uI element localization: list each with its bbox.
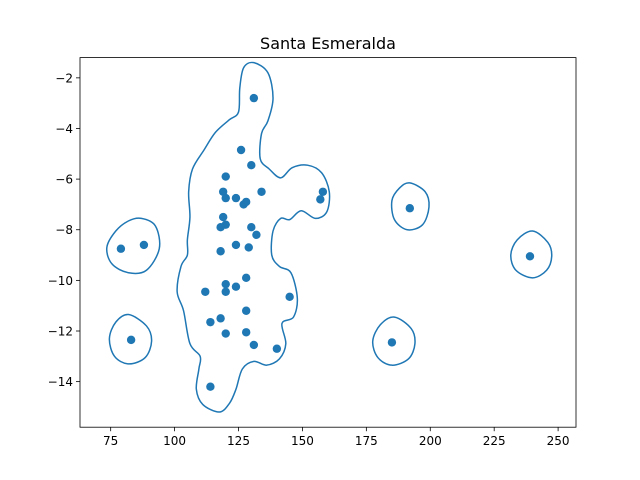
scatter-point-32 xyxy=(206,317,215,327)
scatter-point-30 xyxy=(241,306,251,315)
x-tick-label: 250 xyxy=(547,434,570,448)
x-axis: 75 100 125 150 175 200 225 250 xyxy=(103,427,570,448)
y-tick-label: −14 xyxy=(48,375,73,389)
scatter-point-26 xyxy=(231,282,241,291)
scatter-point-20 xyxy=(216,247,225,256)
scatter-point-11 xyxy=(241,197,251,207)
scatter-point-17 xyxy=(252,230,261,240)
scatter-point-34 xyxy=(241,328,251,337)
scatter-points xyxy=(116,93,535,391)
contour-line-4 xyxy=(510,230,553,279)
scatter-point-24 xyxy=(241,273,251,283)
scatter-point-13 xyxy=(218,212,228,222)
scatter-point-7 xyxy=(218,187,228,196)
chart-title: Santa Esmeralda xyxy=(260,34,396,53)
x-tick-label: 200 xyxy=(419,434,442,448)
x-tick-label: 175 xyxy=(355,434,378,448)
scatter-point-29 xyxy=(285,292,294,302)
scatter-point-2 xyxy=(247,160,256,170)
scatter-point-18 xyxy=(231,240,241,250)
scatter-point-5 xyxy=(318,187,328,196)
x-tick-label: 150 xyxy=(291,434,314,448)
scatter-point-15 xyxy=(216,223,225,232)
scatter-point-28 xyxy=(221,287,230,296)
scatter-point-27 xyxy=(201,287,210,296)
x-tick-label: 100 xyxy=(163,434,186,448)
y-tick-label: −10 xyxy=(48,274,73,288)
contour-line-2 xyxy=(108,313,153,365)
scatter-point-8 xyxy=(221,193,230,203)
scatter-point-39 xyxy=(206,382,215,391)
scatter-point-4 xyxy=(257,187,266,196)
y-tick-label: −12 xyxy=(48,325,73,339)
x-tick-label: 75 xyxy=(103,434,118,448)
contour-lines xyxy=(105,61,553,413)
scatter-point-35 xyxy=(126,335,136,345)
scatter-point-1 xyxy=(236,145,246,155)
scatter-point-12 xyxy=(405,204,415,213)
scatter-point-36 xyxy=(387,338,397,347)
y-tick-label: −4 xyxy=(55,122,73,136)
scatter-point-6 xyxy=(316,195,325,204)
scatter-point-37 xyxy=(249,340,259,350)
contour-line-0 xyxy=(176,61,331,413)
scatter-point-19 xyxy=(244,243,253,252)
x-tick-label: 125 xyxy=(227,434,250,448)
scatter-point-33 xyxy=(221,329,230,338)
scatter-point-23 xyxy=(525,252,535,261)
x-tick-label: 225 xyxy=(483,434,506,448)
y-tick-label: −6 xyxy=(55,173,73,187)
scatter-point-3 xyxy=(221,172,230,181)
scatter-point-9 xyxy=(231,193,241,203)
y-tick-label: −8 xyxy=(55,223,73,237)
scatter-point-0 xyxy=(249,93,259,103)
scatter-point-25 xyxy=(221,279,230,289)
contour-line-3 xyxy=(390,182,430,231)
scatter-point-22 xyxy=(139,240,149,250)
plot-area-frame xyxy=(79,57,577,428)
contour-line-5 xyxy=(371,316,416,366)
contour-line-1 xyxy=(105,217,161,275)
scatter-point-31 xyxy=(216,314,225,323)
scatter-point-21 xyxy=(116,244,126,253)
y-axis: −14 −12 −10 −8 −6 −4 −2 xyxy=(48,71,80,389)
y-tick-label: −2 xyxy=(55,71,73,85)
scatter-point-38 xyxy=(272,344,282,353)
scatter-point-16 xyxy=(247,223,256,232)
